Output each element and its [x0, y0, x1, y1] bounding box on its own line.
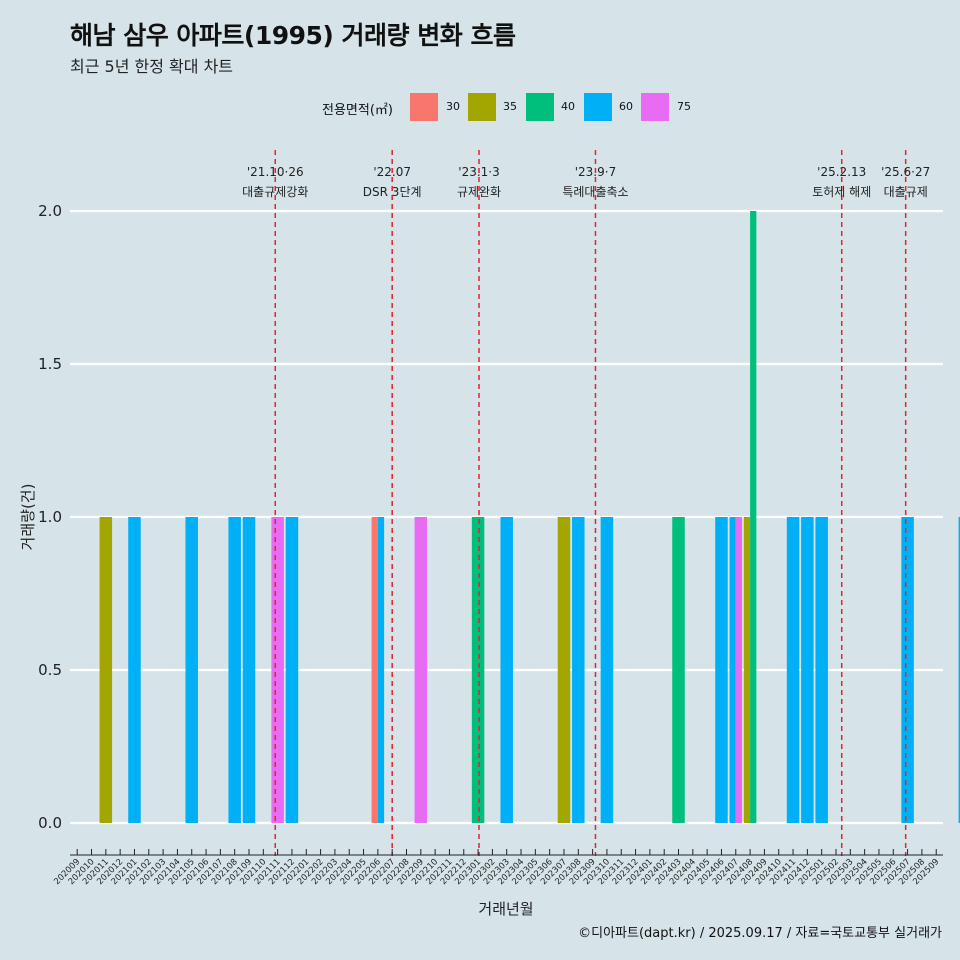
bar-202205-60 [377, 517, 385, 823]
y-axis-title: 거래량(건) [19, 484, 37, 551]
policy-date-label: '23.1·3 [458, 165, 499, 179]
bar-202307-60 [572, 517, 585, 823]
chart-title: 해남 삼우 아파트(1995) 거래량 변화 흐름 [70, 21, 516, 50]
legend-swatch-60 [584, 93, 612, 121]
chart-subtitle: 최근 5년 한정 확대 차트 [70, 57, 234, 76]
policy-date-label: '23.9·7 [575, 165, 616, 179]
policy-event-label: 토허제 해제 [812, 185, 871, 199]
policy-date-label: '21.10·26 [247, 165, 304, 179]
legend: 전용면적(㎡) 30 35 40 60 75 [0, 92, 960, 122]
bar-202205-30 [371, 517, 378, 823]
policy-date-label: '25.2.13 [817, 165, 866, 179]
bar-202111-60 [285, 517, 299, 823]
source-footer: ©디아파트(dapt.kr) / 2025.09.17 / 자료=국토교통부 실… [578, 926, 942, 941]
bar-202407-35 [743, 517, 751, 823]
policy-event-label: DSR 3단계 [363, 185, 422, 199]
policy-event-label: 대출규제 [884, 185, 928, 199]
bar-202306-35 [557, 517, 571, 823]
x-axis-title: 거래년월 [478, 900, 533, 918]
legend-label-75: 75 [677, 100, 691, 113]
bar-202406-60 [729, 517, 736, 823]
bar-202104-60 [185, 517, 198, 823]
y-tick-label: 2.0 [38, 202, 62, 220]
bar-202407-40 [750, 211, 757, 823]
bar-202208-75 [414, 517, 428, 823]
policy-date-label: '25.6·27 [881, 165, 930, 179]
bar-202108-60 [242, 517, 256, 823]
bar-202402-40 [672, 517, 685, 823]
policy-date-label: '22.07 [373, 165, 411, 179]
policy-event-label: 규제완화 [457, 185, 501, 199]
bar-202010-35 [99, 517, 113, 823]
y-tick-label: 0.0 [38, 814, 62, 832]
legend-title: 전용면적(㎡) [322, 103, 393, 118]
bar-202302-60 [500, 517, 513, 823]
legend-swatch-40 [526, 93, 554, 121]
bar-202012-60 [128, 517, 141, 823]
bar-202510-60 [958, 517, 960, 823]
policy-event-label: 대출규제강화 [242, 185, 308, 199]
y-tick-label: 0.5 [38, 661, 62, 679]
legend-label-40: 40 [561, 100, 575, 113]
y-tick-label: 1.5 [38, 355, 62, 373]
legend-label-60: 60 [619, 100, 633, 113]
bar-202506-60 [901, 517, 914, 823]
legend-swatch-35 [468, 93, 496, 121]
legend-label-30: 30 [446, 100, 460, 113]
bar-202406-75 [735, 517, 743, 823]
policy-event-label: 특례대출축소 [562, 185, 628, 199]
y-tick-label: 1.0 [38, 508, 62, 526]
bar-202212-40 [471, 517, 485, 823]
bar-202405-60 [715, 517, 728, 823]
legend-swatch-75 [641, 93, 669, 121]
bar-202309-60 [600, 517, 614, 823]
legend-label-35: 35 [503, 100, 517, 113]
bar-202411-60 [801, 517, 814, 823]
bar-202410-60 [786, 517, 800, 823]
bar-202412-60 [815, 517, 828, 823]
bar-202107-60 [228, 517, 241, 823]
bar-202110-75 [271, 517, 284, 823]
legend-swatch-30 [410, 93, 438, 121]
